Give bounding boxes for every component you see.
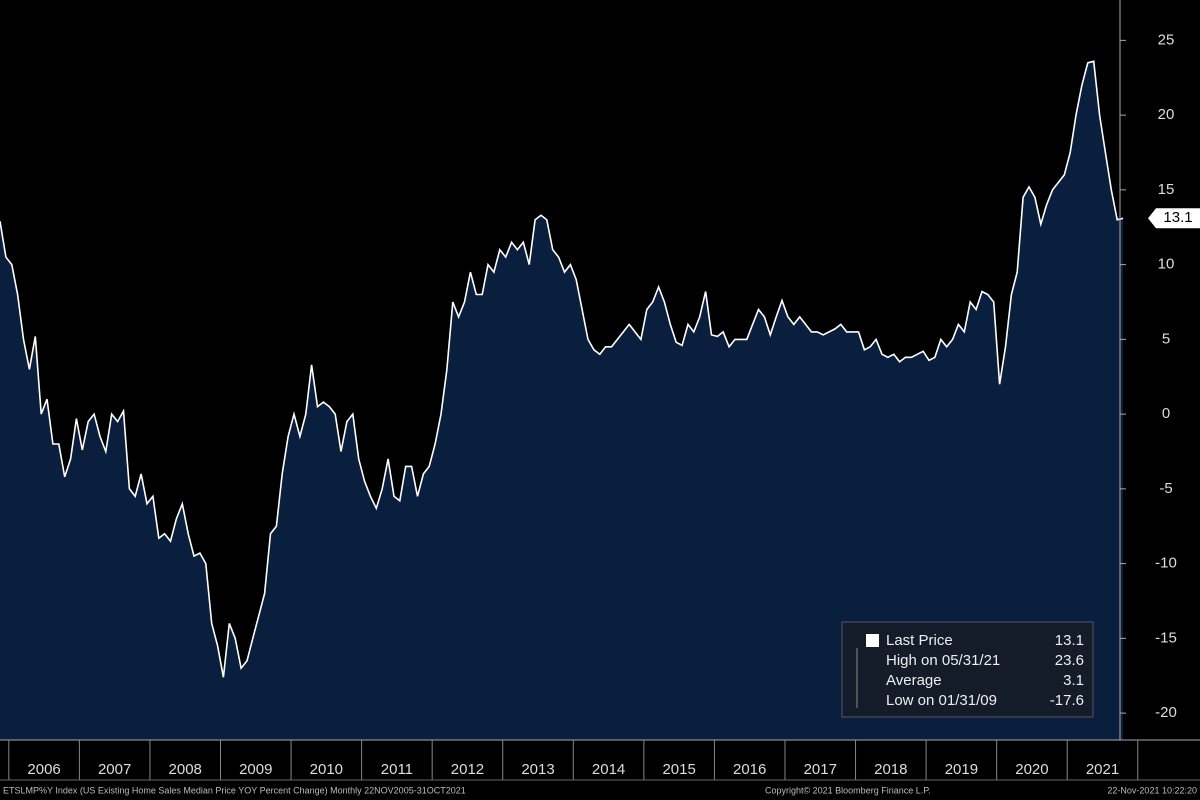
y-tick-label: -20	[1155, 704, 1177, 721]
legend-value: 23.6	[1055, 652, 1084, 669]
y-tick-label: 10	[1158, 256, 1175, 273]
area	[0, 61, 1124, 741]
line	[0, 60, 1124, 678]
x-tick-label: 2017	[804, 761, 837, 778]
y-tick-label: -15	[1155, 629, 1177, 646]
x-tick-label: 2016	[733, 761, 766, 778]
x-tick-label: 2019	[945, 761, 978, 778]
y-tick-label: 5	[1162, 330, 1170, 347]
legend-label: Low on 01/31/09	[886, 692, 997, 709]
x-tick-label: 2011	[381, 761, 413, 778]
y-tick-label: 0	[1162, 405, 1170, 422]
x-tick-label: 2008	[169, 761, 202, 778]
x-tick-label: 2018	[874, 761, 907, 778]
footer-right: 22-Nov-2021 10:22:20	[1107, 785, 1197, 795]
x-tick-label: 2007	[98, 761, 131, 778]
y-tick-label: 15	[1158, 181, 1175, 198]
x-tick-label: 2013	[521, 761, 554, 778]
legend-swatch	[866, 634, 879, 647]
x-tick-label: 2009	[239, 761, 272, 778]
legend-label: High on 05/31/21	[886, 652, 1000, 669]
x-tick-label: 2006	[27, 761, 60, 778]
x-tick-label: 2015	[662, 761, 695, 778]
y-tick-label: 25	[1158, 31, 1175, 48]
x-tick-label: 2020	[1015, 761, 1048, 778]
legend-box	[841, 621, 1094, 718]
last-price-tag	[1148, 208, 1200, 229]
legend-value: 3.1	[1063, 672, 1084, 689]
y-tick-label: -10	[1155, 555, 1177, 572]
y-tick-label: 20	[1158, 106, 1175, 123]
legend-value: 13.1	[1055, 632, 1084, 649]
footer-center: Copyright© 2021 Bloomberg Finance L.P.	[765, 785, 931, 795]
last-price-label: 13.1	[1163, 209, 1192, 226]
x-tick-label: 2010	[310, 761, 343, 778]
x-tick-label: 2021	[1086, 761, 1119, 778]
x-tick-label: 2014	[592, 761, 625, 778]
y-tick-label: -5	[1159, 480, 1172, 497]
legend-label: Last Price	[886, 632, 953, 649]
x-tick-label: 2012	[451, 761, 484, 778]
footer-left: ETSLMP%Y Index (US Existing Home Sales M…	[3, 785, 466, 795]
legend-label: Average	[886, 672, 942, 689]
legend-value: -17.6	[1050, 692, 1084, 709]
